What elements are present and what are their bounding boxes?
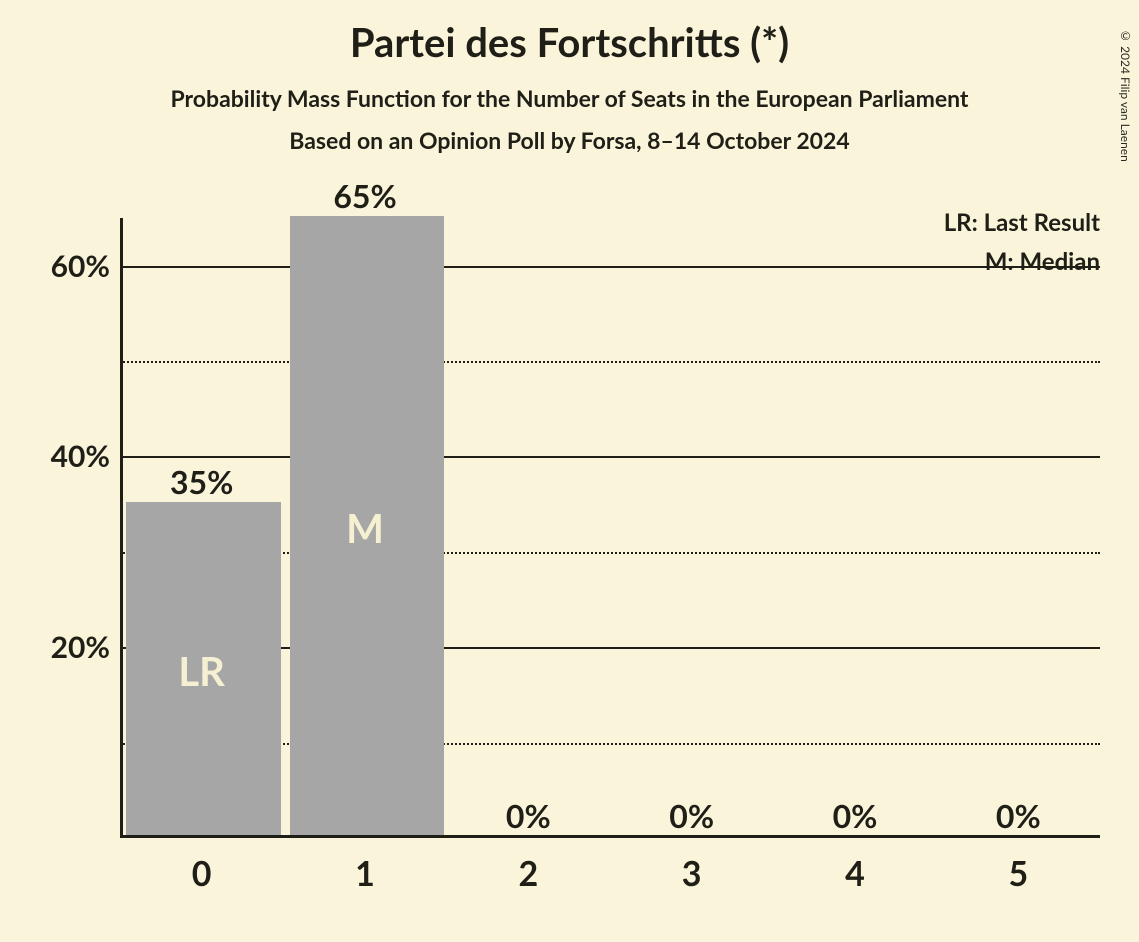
bar-value-label: 0% — [669, 796, 714, 835]
y-axis — [120, 218, 123, 838]
x-axis — [120, 835, 1100, 838]
bar-value-label: 0% — [833, 796, 878, 835]
x-tick-label: 3 — [682, 853, 702, 894]
y-tick-label: 40% — [10, 438, 110, 474]
gridline-major — [120, 266, 1100, 268]
bar-inner-label: M — [346, 504, 384, 552]
chart-title: Partei des Fortschritts (*) — [0, 18, 1139, 66]
bar-value-label: 0% — [996, 796, 1041, 835]
chart-subtitle-2: Based on an Opinion Poll by Forsa, 8–14 … — [0, 126, 1139, 154]
bar-inner-label: LR — [178, 647, 225, 695]
x-tick-label: 2 — [518, 853, 538, 894]
gridline-minor — [120, 361, 1100, 363]
legend-lr: LR: Last Result — [944, 208, 1100, 237]
bar-value-label: 35% — [170, 462, 233, 501]
gridline-major — [120, 456, 1100, 458]
y-tick-label: 60% — [10, 248, 110, 284]
chart-plot-area: LR: Last Result M: Median 20%40%60%35%LR… — [120, 218, 1100, 838]
x-tick-label: 1 — [355, 853, 375, 894]
legend-m: M: Median — [944, 247, 1100, 276]
y-tick-label: 20% — [10, 629, 110, 665]
copyright-text: © 2024 Filip van Laenen — [1118, 28, 1133, 162]
x-tick-label: 4 — [845, 853, 865, 894]
legend: LR: Last Result M: Median — [944, 208, 1100, 286]
chart-subtitle: Probability Mass Function for the Number… — [0, 84, 1139, 112]
x-tick-label: 5 — [1008, 853, 1028, 894]
x-tick-label: 0 — [192, 853, 212, 894]
bar-value-label: 65% — [333, 176, 396, 215]
bar-value-label: 0% — [506, 796, 551, 835]
